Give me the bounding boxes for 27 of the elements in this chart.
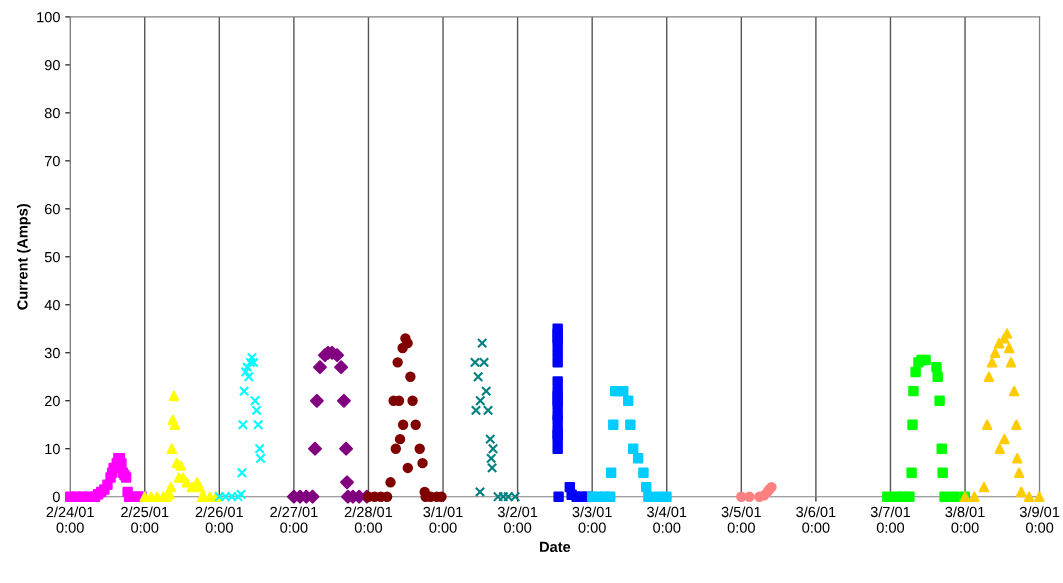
x-tick-label: 2/26/01 0:00 — [195, 506, 243, 533]
x-tick-label: 2/25/01 0:00 — [121, 506, 169, 533]
x-tick-label: 3/8/01 0:00 — [945, 506, 985, 533]
x-tick-label: 2/28/01 0:00 — [344, 506, 393, 533]
x-axis-title: Date — [540, 541, 571, 553]
y-tick-label: 10 — [45, 443, 60, 455]
y-tick-label: 40 — [44, 299, 60, 311]
y-tick-label: 30 — [44, 347, 60, 359]
y-tick-label: 60 — [44, 203, 60, 215]
x-tick-label: 2/27/01 0:00 — [270, 506, 318, 533]
y-tick-label: 50 — [44, 251, 60, 263]
x-tick-label: 2/24/01 0:00 — [46, 506, 94, 533]
x-tick-label: 3/1/01 0:00 — [423, 506, 463, 533]
x-tick-label: 3/4/01 0:00 — [647, 506, 687, 533]
y-axis-title: Current (Amps) — [16, 204, 31, 310]
y-tick-label: 0 — [52, 491, 60, 503]
y-tick-label: 100 — [37, 12, 60, 23]
y-tick-label: 80 — [44, 107, 60, 119]
y-tick-label: 20 — [44, 395, 60, 407]
x-tick-label: 3/2/01 0:00 — [497, 506, 538, 533]
y-tick-label: 70 — [44, 155, 60, 167]
x-tick-label: 3/5/01 0:00 — [721, 506, 761, 533]
y-tick-label: 90 — [44, 59, 60, 71]
x-tick-label: 3/7/01 0:00 — [870, 506, 911, 533]
x-tick-label: 3/9/01 0:00 — [1019, 506, 1060, 533]
x-tick-label: 3/6/01 0:00 — [796, 506, 836, 533]
x-tick-label: 3/3/01 0:00 — [572, 506, 612, 533]
